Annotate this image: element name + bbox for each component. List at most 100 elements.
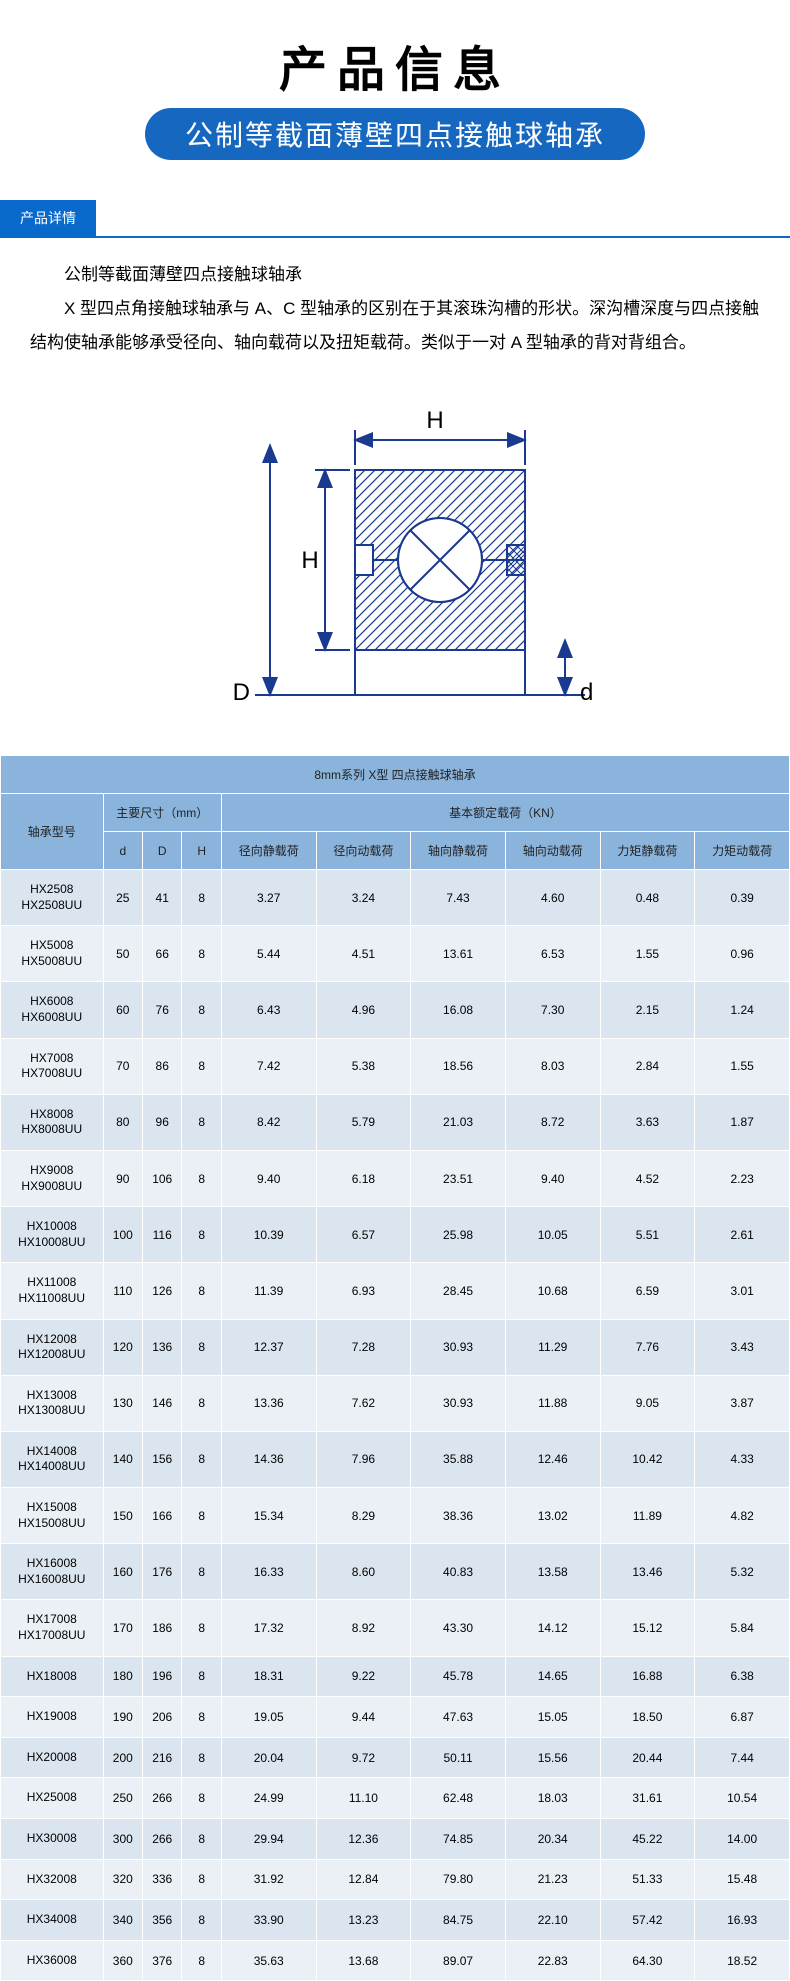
cell-load: 12.46 [505, 1431, 600, 1487]
cell-load: 14.00 [695, 1819, 790, 1860]
cell-load: 14.12 [505, 1600, 600, 1656]
cell-load: 21.23 [505, 1859, 600, 1900]
cell-dim: 336 [143, 1859, 182, 1900]
cell-model: HX9008HX9008UU [1, 1150, 104, 1206]
cell-load: 2.61 [695, 1207, 790, 1263]
cell-dim: 25 [103, 870, 142, 926]
cell-dim: 320 [103, 1859, 142, 1900]
cell-load: 28.45 [411, 1263, 506, 1319]
cell-load: 25.98 [411, 1207, 506, 1263]
cell-dim: 376 [143, 1940, 182, 1981]
cell-load: 0.96 [695, 926, 790, 982]
cell-dim: 41 [143, 870, 182, 926]
label-h-left: H [301, 547, 318, 574]
cell-load: 9.22 [316, 1656, 411, 1697]
cell-dim: 200 [103, 1737, 142, 1778]
cell-load: 3.63 [600, 1094, 695, 1150]
cell-dim: 96 [143, 1094, 182, 1150]
cell-load: 12.84 [316, 1859, 411, 1900]
cell-load: 19.05 [221, 1697, 316, 1738]
cell-model: HX25008 [1, 1778, 104, 1819]
th-sub: 轴向动载荷 [505, 832, 600, 870]
th-dims: 主要尺寸（mm） [103, 794, 221, 832]
page-title: 产品信息 [0, 30, 790, 100]
cell-load: 8.42 [221, 1094, 316, 1150]
cell-load: 35.88 [411, 1431, 506, 1487]
cell-load: 40.83 [411, 1544, 506, 1600]
cell-model: HX11008HX11008UU [1, 1263, 104, 1319]
cell-model: HX13008HX13008UU [1, 1375, 104, 1431]
cell-dim: 360 [103, 1940, 142, 1981]
cell-dim: 76 [143, 982, 182, 1038]
table-row: HX32008320336831.9212.8479.8021.2351.331… [1, 1859, 790, 1900]
cell-load: 84.75 [411, 1900, 506, 1941]
spec-table: 8mm系列 X型 四点接触球轴承 轴承型号 主要尺寸（mm） 基本额定载荷（KN… [0, 755, 790, 1981]
cell-model: HX5008HX5008UU [1, 926, 104, 982]
cell-dim: 8 [182, 982, 221, 1038]
cell-load: 13.23 [316, 1900, 411, 1941]
cell-load: 9.40 [505, 1150, 600, 1206]
cell-load: 6.53 [505, 926, 600, 982]
cell-load: 21.03 [411, 1094, 506, 1150]
cell-load: 51.33 [600, 1859, 695, 1900]
table-row: HX16008HX16008UU160176816.338.6040.8313.… [1, 1544, 790, 1600]
cell-load: 10.54 [695, 1778, 790, 1819]
cell-load: 6.18 [316, 1150, 411, 1206]
cell-load: 8.29 [316, 1488, 411, 1544]
cell-dim: 8 [182, 1375, 221, 1431]
cell-load: 11.88 [505, 1375, 600, 1431]
cell-dim: 80 [103, 1094, 142, 1150]
cell-dim: 8 [182, 870, 221, 926]
page-subtitle: 公制等截面薄壁四点接触球轴承 [145, 108, 645, 160]
cell-load: 7.62 [316, 1375, 411, 1431]
cell-load: 4.82 [695, 1488, 790, 1544]
cell-dim: 126 [143, 1263, 182, 1319]
cell-load: 5.32 [695, 1544, 790, 1600]
cell-load: 20.34 [505, 1819, 600, 1860]
cell-load: 6.38 [695, 1656, 790, 1697]
th-sub: H [182, 832, 221, 870]
cell-load: 64.30 [600, 1940, 695, 1981]
cell-model: HX15008HX15008UU [1, 1488, 104, 1544]
cell-load: 8.03 [505, 1038, 600, 1094]
cell-load: 18.50 [600, 1697, 695, 1738]
table-row: HX20008200216820.049.7250.1115.5620.447.… [1, 1737, 790, 1778]
th-sub: 径向静载荷 [221, 832, 316, 870]
table-row: HX17008HX17008UU170186817.328.9243.3014.… [1, 1600, 790, 1656]
cell-dim: 8 [182, 1094, 221, 1150]
cell-load: 15.05 [505, 1697, 600, 1738]
table-row: HX5008HX5008UU506685.444.5113.616.531.55… [1, 926, 790, 982]
cell-load: 6.43 [221, 982, 316, 1038]
cell-load: 3.24 [316, 870, 411, 926]
cell-model: HX14008HX14008UU [1, 1431, 104, 1487]
cell-dim: 8 [182, 1737, 221, 1778]
cell-load: 47.63 [411, 1697, 506, 1738]
cell-model: HX34008 [1, 1900, 104, 1941]
cell-model: HX12008HX12008UU [1, 1319, 104, 1375]
tab-detail: 产品详情 [0, 200, 96, 236]
cell-model: HX2508HX2508UU [1, 870, 104, 926]
cell-load: 50.11 [411, 1737, 506, 1778]
cell-load: 7.30 [505, 982, 600, 1038]
body-text: 公制等截面薄壁四点接触球轴承 X 型四点角接触球轴承与 A、C 型轴承的区别在于… [0, 238, 790, 370]
cell-load: 18.52 [695, 1940, 790, 1981]
cell-dim: 136 [143, 1319, 182, 1375]
body-heading: 公制等截面薄壁四点接触球轴承 [30, 258, 760, 292]
cell-load: 3.87 [695, 1375, 790, 1431]
cell-load: 30.93 [411, 1375, 506, 1431]
cell-dim: 100 [103, 1207, 142, 1263]
cell-load: 15.56 [505, 1737, 600, 1778]
cell-load: 4.96 [316, 982, 411, 1038]
cell-dim: 146 [143, 1375, 182, 1431]
cell-model: HX36008 [1, 1940, 104, 1981]
cell-dim: 250 [103, 1778, 142, 1819]
cell-dim: 186 [143, 1600, 182, 1656]
cell-load: 45.22 [600, 1819, 695, 1860]
cell-load: 13.46 [600, 1544, 695, 1600]
table-row: HX13008HX13008UU130146813.367.6230.9311.… [1, 1375, 790, 1431]
cell-dim: 8 [182, 1544, 221, 1600]
cell-load: 16.88 [600, 1656, 695, 1697]
th-sub: 力矩静载荷 [600, 832, 695, 870]
table-row: HX10008HX10008UU100116810.396.5725.9810.… [1, 1207, 790, 1263]
table-row: HX19008190206819.059.4447.6315.0518.506.… [1, 1697, 790, 1738]
